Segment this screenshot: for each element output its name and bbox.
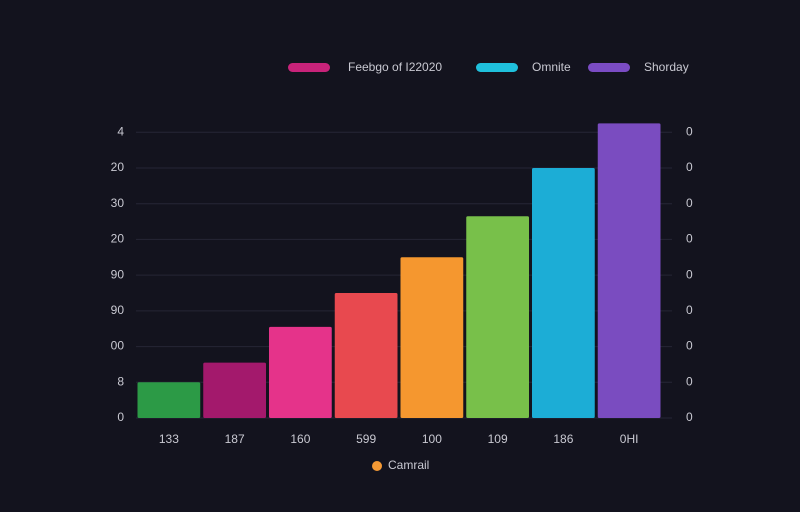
legend-swatch <box>588 63 630 72</box>
x-tick-label: 599 <box>356 432 376 446</box>
y-tick-label: 00 <box>111 339 125 353</box>
x-tick-label: 133 <box>159 432 179 446</box>
y2-tick-label: 0 <box>686 374 693 388</box>
y-tick-label: 90 <box>111 303 125 317</box>
y2-tick-label: 0 <box>686 410 693 424</box>
legend-label: Feebgo of I22020 <box>348 60 442 74</box>
y-tick-label: 20 <box>111 160 125 174</box>
bar <box>334 293 398 418</box>
legend-label: Shorday <box>644 60 689 74</box>
y2-tick-label: 0 <box>686 124 693 138</box>
x-tick-label: 109 <box>488 432 508 446</box>
bar <box>597 123 661 418</box>
bar <box>400 257 464 418</box>
y-tick-label: 4 <box>117 124 124 138</box>
legend-label: Omnite <box>532 60 571 74</box>
y2-tick-label: 0 <box>686 232 693 246</box>
y-tick-label: 20 <box>111 232 125 246</box>
legend-swatch <box>372 461 382 471</box>
y-tick-label: 90 <box>111 267 125 281</box>
x-tick-label: 187 <box>225 432 245 446</box>
x-tick-label: 186 <box>553 432 573 446</box>
y-tick-label: 30 <box>111 196 125 210</box>
x-tick-label: 0HI <box>620 432 639 446</box>
bar <box>532 168 595 418</box>
y2-tick-label: 0 <box>686 196 693 210</box>
bar <box>466 216 529 418</box>
bar <box>269 326 332 418</box>
x-tick-label: 100 <box>422 432 442 446</box>
legend-label: Camrail <box>388 458 429 472</box>
y-tick-label: 0 <box>117 410 124 424</box>
y2-tick-label: 0 <box>686 267 693 281</box>
bar <box>203 362 266 418</box>
legend-swatch <box>288 63 330 72</box>
y2-tick-label: 0 <box>686 160 693 174</box>
y2-tick-label: 0 <box>686 339 693 353</box>
bar <box>137 382 201 418</box>
x-tick-label: 160 <box>290 432 310 446</box>
y2-tick-label: 0 <box>686 303 693 317</box>
legend-swatch <box>476 63 518 72</box>
y-tick-label: 8 <box>117 374 124 388</box>
